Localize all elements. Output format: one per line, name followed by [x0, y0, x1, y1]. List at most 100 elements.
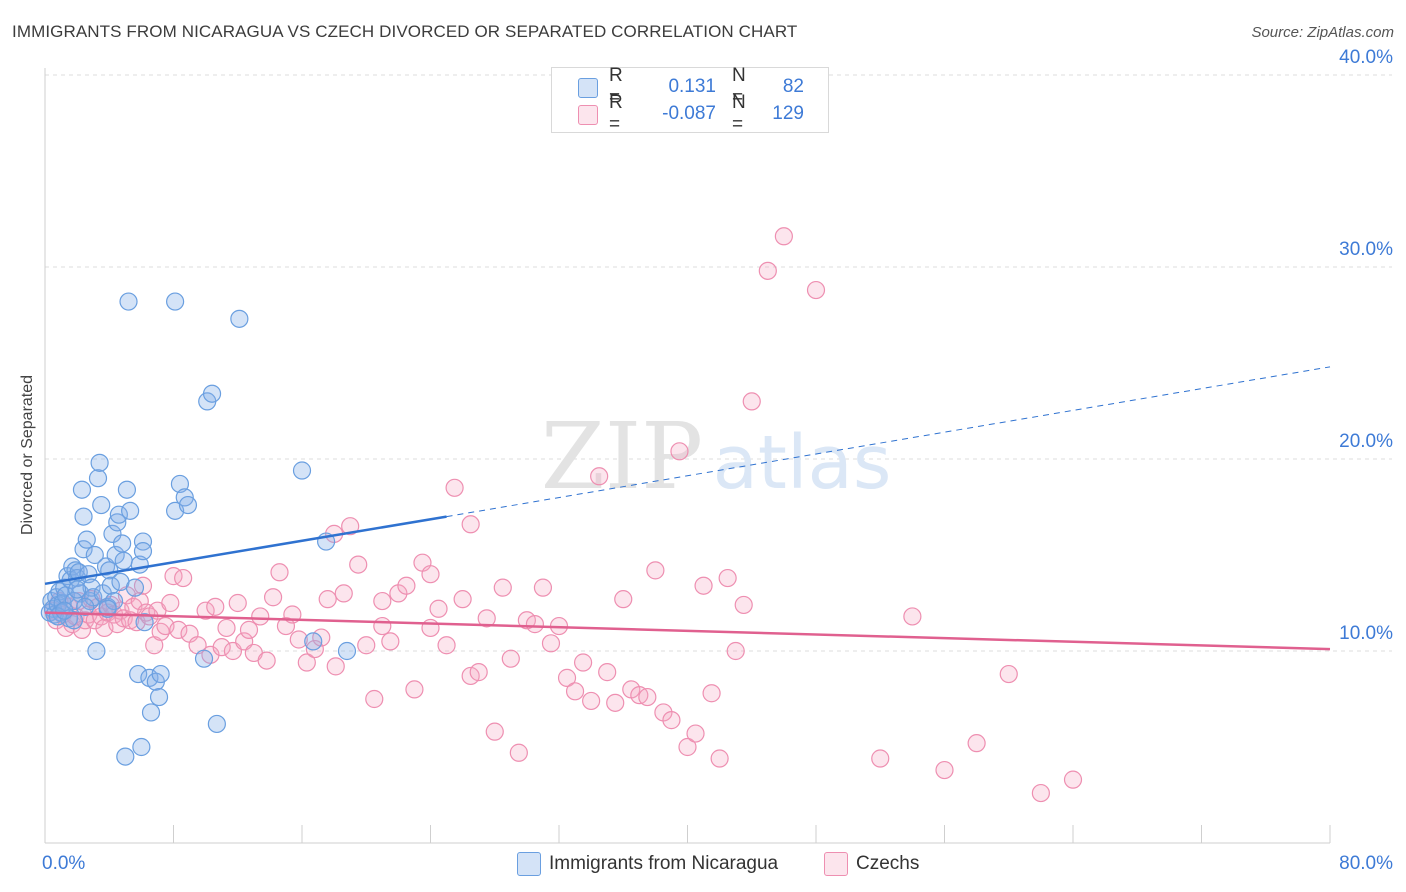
point-czechs — [582, 691, 601, 711]
point-nicaragua — [202, 384, 222, 403]
point-nicaragua — [109, 505, 128, 524]
point-czechs — [1031, 783, 1050, 803]
watermark-zip: ZIP — [541, 403, 703, 510]
point-nicaragua — [87, 641, 106, 661]
point-czechs — [365, 689, 384, 709]
point-nicaragua — [151, 664, 170, 684]
point-czechs — [228, 593, 247, 613]
point-czechs — [276, 616, 296, 636]
legend-label-nicaragua: Immigrants from Nicaragua — [549, 853, 779, 874]
legend-swatch-nicaragua — [517, 852, 541, 876]
point-nicaragua — [117, 480, 137, 499]
point-czechs — [263, 588, 283, 607]
point-czechs — [437, 636, 456, 655]
point-czechs — [501, 649, 520, 668]
point-czechs — [533, 578, 553, 597]
point-czechs — [318, 590, 337, 609]
point-czechs — [349, 555, 368, 574]
stats-n-label: N = — [732, 65, 746, 108]
point-nicaragua — [129, 664, 148, 684]
legend-label-czechs: Czechs — [856, 853, 920, 874]
series-czechs-points — [43, 227, 1083, 803]
point-czechs — [774, 227, 793, 246]
stats-swatch-nicaragua — [578, 78, 598, 98]
point-nicaragua — [72, 480, 92, 499]
point-czechs — [161, 593, 180, 613]
stats-r-label: R = — [609, 92, 623, 135]
source-note: Source: ZipAtlas.com — [1251, 24, 1394, 41]
point-czechs — [999, 664, 1018, 684]
point-nicaragua — [64, 591, 84, 611]
point-nicaragua — [112, 534, 132, 553]
point-czechs — [212, 638, 231, 657]
point-nicaragua — [304, 632, 323, 651]
point-nicaragua — [77, 530, 96, 549]
point-czechs — [662, 711, 681, 730]
trend-lines — [44, 366, 1331, 651]
point-nicaragua — [133, 532, 153, 551]
point-czechs — [381, 632, 400, 651]
point-nicaragua — [92, 495, 111, 515]
point-czechs — [935, 760, 954, 780]
y-tick-label: 20.0% — [1339, 431, 1393, 452]
point-czechs — [373, 591, 392, 611]
point-nicaragua — [170, 474, 190, 494]
watermark-atlas: atlas — [713, 420, 892, 506]
point-nicaragua — [194, 649, 214, 668]
point-czechs — [373, 616, 392, 636]
point-nicaragua — [292, 461, 312, 480]
point-nicaragua — [114, 551, 133, 570]
point-czechs — [726, 641, 745, 661]
stats-n-value: 129 — [772, 103, 804, 124]
point-nicaragua — [230, 309, 249, 328]
point-czechs — [614, 590, 633, 609]
point-czechs — [357, 636, 376, 655]
point-czechs — [670, 442, 689, 461]
point-czechs — [206, 597, 225, 616]
point-czechs — [257, 651, 276, 670]
point-czechs — [646, 561, 665, 580]
point-czechs — [694, 576, 713, 595]
point-nicaragua — [141, 703, 161, 722]
point-nicaragua — [90, 453, 109, 472]
point-nicaragua — [116, 747, 135, 766]
point-czechs — [686, 724, 705, 743]
point-nicaragua — [178, 495, 198, 515]
point-nicaragua — [125, 578, 145, 597]
point-czechs — [606, 693, 625, 712]
axes — [44, 68, 1331, 844]
point-czechs — [239, 620, 259, 639]
point-nicaragua — [149, 687, 169, 707]
point-czechs — [903, 607, 922, 626]
x-tick-label: 80.0% — [1339, 853, 1393, 874]
point-czechs — [742, 392, 761, 411]
point-czechs — [758, 261, 777, 280]
point-nicaragua — [207, 714, 226, 734]
point-czechs — [334, 584, 353, 603]
point-czechs — [397, 576, 416, 595]
stats-swatch-czechs — [578, 105, 598, 125]
point-czechs — [477, 609, 496, 628]
point-czechs — [967, 734, 986, 753]
point-czechs — [718, 568, 737, 588]
point-nicaragua — [337, 641, 357, 661]
stats-r-label: R = — [609, 65, 623, 108]
point-czechs — [598, 663, 617, 682]
point-nicaragua — [74, 507, 93, 526]
point-czechs — [461, 515, 480, 534]
point-czechs — [678, 737, 697, 757]
chart-title: IMMIGRANTS FROM NICARAGUA VS CZECH DIVOR… — [12, 22, 798, 41]
point-nicaragua — [76, 597, 95, 616]
point-czechs — [1063, 770, 1083, 789]
point-nicaragua — [85, 545, 104, 565]
point-nicaragua — [166, 292, 185, 311]
trendline-czechs — [44, 611, 1331, 651]
point-czechs — [289, 630, 308, 649]
watermark: ZIP atlas — [541, 403, 892, 510]
point-czechs — [509, 743, 528, 762]
point-czechs — [305, 639, 324, 659]
point-czechs — [251, 607, 270, 626]
point-czechs — [326, 657, 345, 676]
point-nicaragua — [135, 613, 154, 632]
stats-n-label: N = — [732, 92, 746, 135]
